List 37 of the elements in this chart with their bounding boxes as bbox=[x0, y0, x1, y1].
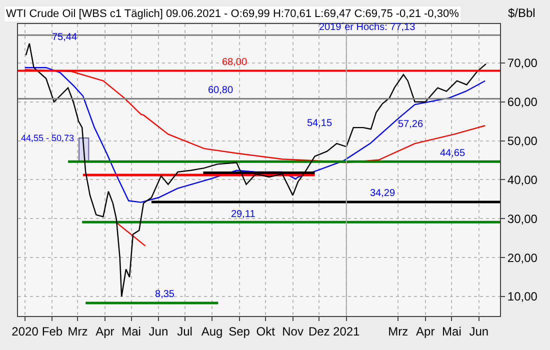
x-tick-label: Feb bbox=[42, 324, 63, 338]
y-tick-label: 50,00 bbox=[507, 134, 538, 148]
y-tick-label: 40,00 bbox=[507, 172, 538, 187]
x-tick-label: Mai bbox=[442, 324, 462, 338]
annotation: 29,11 bbox=[231, 209, 256, 220]
x-tick-label: Apr bbox=[416, 324, 435, 338]
x-tick-label: Mai bbox=[122, 324, 141, 338]
y-tick-label: 20,00 bbox=[507, 250, 538, 265]
annotation: 44,55 - 50,73 bbox=[21, 133, 74, 143]
x-tick-label: Sep bbox=[228, 324, 250, 338]
annotation: 34,29 bbox=[370, 188, 396, 199]
y-axis-title: $/Bbl bbox=[508, 6, 536, 20]
x-tick-label: Okt bbox=[256, 324, 276, 338]
chart-title: WTI Crude Oil [WBS c1 Täglich] 09.06.2021 - O:69,99 H:70,61 L:69,47 C:69,75 -0,21 -0,30% bbox=[6, 8, 460, 20]
x-tick-label: Aug bbox=[201, 324, 223, 338]
y-tick-label: 70,00 bbox=[507, 56, 538, 70]
x-tick-label: Dez bbox=[308, 324, 330, 338]
y-tick-label: 60,00 bbox=[507, 95, 538, 110]
x-tick-label: 2021 bbox=[333, 324, 360, 338]
x-tick-label: Jul bbox=[177, 324, 192, 338]
annotation: 54,15 bbox=[307, 118, 332, 129]
x-tick-label: Apr bbox=[96, 324, 114, 338]
annotation: 8,35 bbox=[155, 289, 175, 300]
y-tick-label: 30,00 bbox=[507, 212, 538, 226]
x-tick-label: Nov bbox=[282, 324, 304, 338]
x-tick-label: 2020 bbox=[12, 324, 39, 338]
annotation: 57,26 bbox=[398, 119, 424, 130]
annotation: 44,65 bbox=[440, 148, 466, 159]
ref-line-label: 68,00 bbox=[222, 57, 248, 68]
x-tick-label: Mrz bbox=[388, 324, 408, 338]
ref-line-label: 60,80 bbox=[208, 85, 234, 96]
y-tick-label: 10,00 bbox=[507, 290, 538, 304]
x-tick-label: Mrz bbox=[68, 324, 88, 338]
x-tick-label: Jun bbox=[148, 324, 168, 338]
annotation: 75,44 bbox=[52, 32, 78, 43]
ref-line-label: 2019´er Hochs: 77,13 bbox=[319, 22, 416, 33]
x-tick-label: Jun bbox=[469, 324, 489, 338]
